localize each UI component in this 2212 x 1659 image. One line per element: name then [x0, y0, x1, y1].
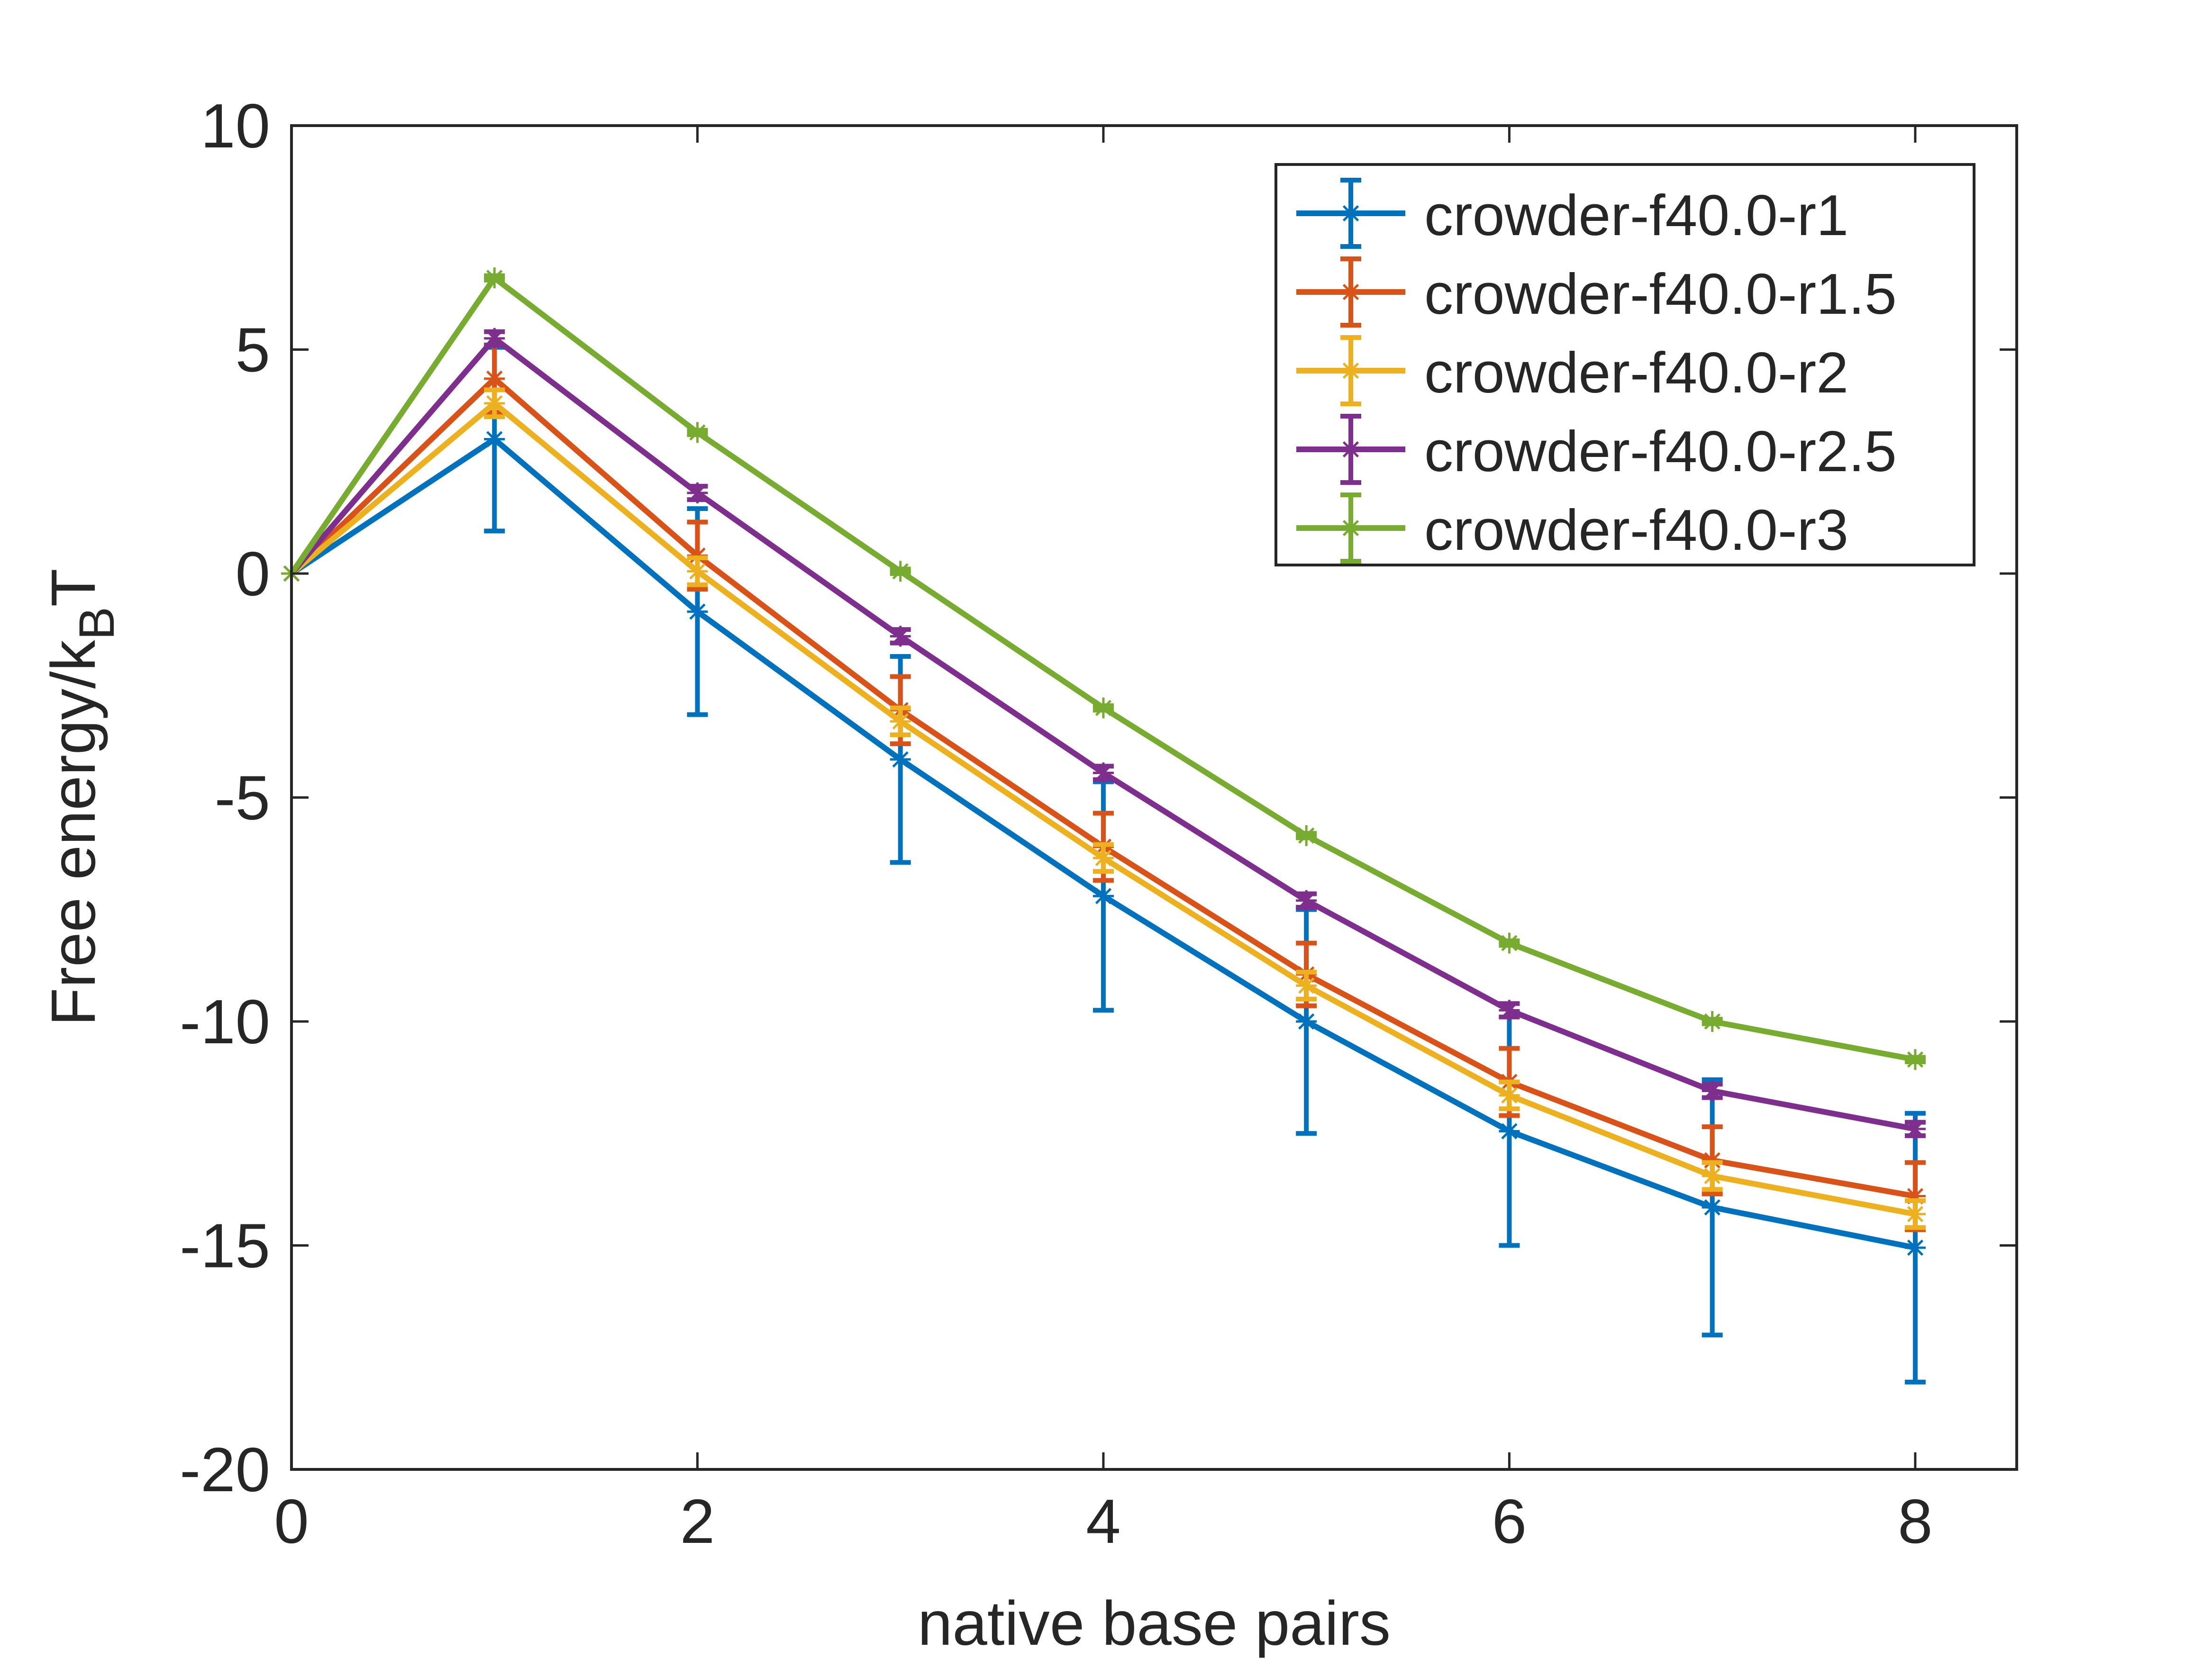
x-tick-label-0: 0	[274, 1486, 309, 1556]
legend-marker-1	[1340, 282, 1361, 302]
data-point-3-5	[1296, 890, 1317, 911]
data-point-3-3	[890, 626, 911, 647]
y-axis-label: Free energy/kBT	[38, 568, 125, 1026]
data-point-2-5	[1296, 975, 1317, 996]
data-point-3-7	[1702, 1080, 1723, 1102]
legend-label-3: crowder-f40.0-r2.5	[1424, 419, 1897, 483]
data-point-2-7	[1702, 1166, 1723, 1187]
data-point-0-4	[1092, 885, 1114, 907]
y-axis-label-tail: T	[38, 568, 108, 607]
data-point-4-8	[1904, 1049, 1926, 1070]
x-axis-label: native base pairs	[918, 1588, 1391, 1658]
x-tick-label-3: 6	[1492, 1486, 1527, 1556]
data-point-0-2	[687, 601, 708, 622]
data-point-1-1	[484, 368, 505, 389]
y-tick-label-5: -15	[180, 1211, 270, 1281]
data-point-2-8	[1904, 1203, 1926, 1225]
y-tick-label-2: 0	[236, 539, 270, 609]
y-axis-label-main: Free energy/k	[38, 639, 108, 1026]
legend-entry-0: crowder-f40.0-r1	[1296, 178, 1848, 249]
legend-entry-4: crowder-f40.0-r3	[1296, 492, 1848, 564]
data-point-0-8	[1904, 1237, 1926, 1258]
data-point-4-1	[484, 267, 505, 289]
tick-layer: 0 2 4 6 8 10 5 0 -5 -10 -15 -20	[180, 91, 2017, 1556]
legend-marker-2	[1340, 360, 1361, 381]
series-4	[281, 267, 1926, 1070]
legend-label-0: crowder-f40.0-r1	[1424, 183, 1848, 247]
data-point-3-6	[1499, 1000, 1520, 1021]
data-point-3-4	[1092, 762, 1114, 784]
data-point-4-6	[1499, 932, 1520, 954]
y-axis-label-subscript: B	[69, 607, 125, 640]
legend-marker-4	[1340, 518, 1361, 538]
data-point-4-5	[1296, 825, 1317, 846]
y-tick-label-6: -20	[180, 1435, 270, 1504]
data-point-3-2	[687, 482, 708, 503]
legend-entry-3: crowder-f40.0-r2.5	[1296, 414, 1897, 485]
data-point-3-8	[1904, 1118, 1926, 1139]
legend: crowder-f40.0-r1 crowder-f40.0-r1.5 crowde…	[1274, 163, 1975, 566]
series-3	[281, 328, 1926, 1139]
y-tick-label-1: 5	[236, 315, 270, 385]
x-tick-label-1: 2	[680, 1486, 715, 1556]
y-tick-label-3: -5	[215, 763, 270, 833]
legend-marker-3	[1340, 439, 1361, 460]
legend-marker-0	[1340, 203, 1361, 224]
data-point-0-1	[484, 428, 505, 450]
series-2	[281, 387, 1926, 1230]
data-layer	[281, 267, 1926, 1385]
data-point-4-2	[687, 422, 708, 443]
legend-entry-2: crowder-f40.0-r2	[1296, 335, 1848, 406]
x-tick-label-2: 4	[1086, 1486, 1120, 1556]
data-point-1-8	[1904, 1185, 1926, 1207]
data-point-4-3	[890, 561, 911, 582]
data-point-4-7	[1702, 1011, 1723, 1032]
data-point-2-1	[484, 392, 505, 414]
x-tick-label-4: 8	[1898, 1486, 1932, 1556]
legend-entry-1: crowder-f40.0-r1.5	[1296, 256, 1897, 328]
data-point-0-3	[890, 749, 911, 770]
data-point-2-3	[890, 711, 911, 732]
data-point-2-6	[1499, 1085, 1520, 1106]
legend-label-4: crowder-f40.0-r3	[1424, 498, 1848, 562]
y-tick-label-0: 10	[200, 91, 270, 161]
data-point-0-5	[1296, 1011, 1317, 1032]
data-point-3-1	[484, 328, 505, 349]
data-point-0-6	[1499, 1121, 1520, 1142]
data-point-2-4	[1092, 848, 1114, 869]
legend-box	[1274, 163, 1975, 566]
legend-label-1: crowder-f40.0-r1.5	[1424, 262, 1897, 326]
data-point-4-4	[1092, 697, 1114, 719]
y-tick-label-4: -10	[180, 987, 270, 1057]
data-point-0-7	[1702, 1197, 1723, 1218]
data-point-2-2	[687, 561, 708, 582]
legend-label-2: crowder-f40.0-r2	[1424, 340, 1848, 405]
